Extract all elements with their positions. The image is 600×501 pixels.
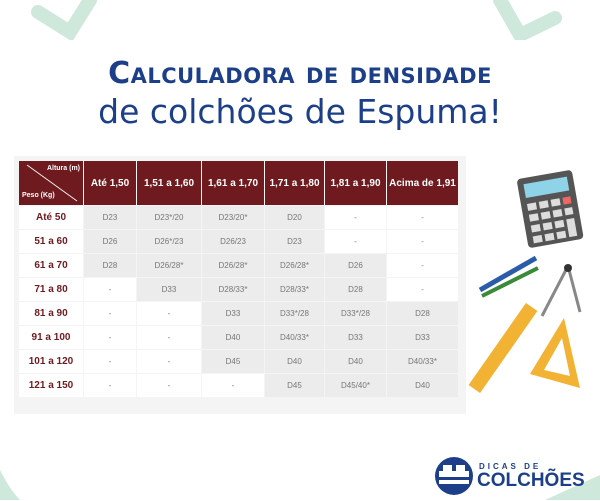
density-cell: D28/33* (202, 278, 264, 301)
density-cell: D40 (325, 350, 386, 373)
density-cell: - (137, 302, 201, 325)
column-header: 1,51 a 1,60 (137, 161, 201, 205)
table-row: 71 a 80- D33 D28/33* D28/33* D28- (19, 278, 458, 301)
density-cell: - (84, 302, 136, 325)
weight-axis-label: Peso (Kg) (22, 192, 55, 199)
density-cell: D23/20* (202, 206, 264, 229)
density-cell: D40 (265, 350, 324, 373)
density-cell: D28/33* (265, 278, 324, 301)
density-cell: - (84, 278, 136, 301)
bed-logo-icon (435, 457, 473, 495)
calculator-icon (517, 170, 584, 248)
density-cell: - (84, 326, 136, 349)
density-cell: D26 (84, 230, 136, 253)
table-row: 61 a 70 D28 D26/28* D26/28* D26/28* D26- (19, 254, 458, 277)
density-cell: D33 (202, 302, 264, 325)
density-cell: D33*/28 (325, 302, 386, 325)
check-decoration (31, 0, 562, 40)
row-header: 101 a 120 (19, 350, 83, 373)
corner-header: Altura (m) Peso (Kg) (19, 161, 83, 205)
density-cell: D33*/28 (265, 302, 324, 325)
density-cell: D40/33* (387, 350, 458, 373)
density-cell: D23 (265, 230, 324, 253)
density-cell: - (137, 350, 201, 373)
density-cell: D40 (387, 374, 458, 397)
density-cell: D45 (202, 350, 264, 373)
density-cell: D33 (137, 278, 201, 301)
row-header: 81 a 90 (19, 302, 83, 325)
set-square-icon (530, 318, 580, 388)
density-cell: - (387, 206, 458, 229)
density-cell: D45/40* (325, 374, 386, 397)
density-table-panel: Altura (m) Peso (Kg) Até 1,50 1,51 a 1,60… (14, 156, 466, 414)
density-cell: D28 (84, 254, 136, 277)
row-header: Até 50 (19, 206, 83, 229)
table-row: 121 a 150- - - D45 D45/40* D40 (19, 374, 458, 397)
density-table: Altura (m) Peso (Kg) Até 1,50 1,51 a 1,60… (18, 160, 459, 398)
table-row: 91 a 100- - D40 D40/33* D33 D33 (19, 326, 458, 349)
pencil-icon (478, 255, 539, 298)
density-cell: D45 (265, 374, 324, 397)
table-row: Até 50 D23 D23*/20 D23/20* D20- - (19, 206, 458, 229)
density-cell: - (325, 230, 386, 253)
density-cell: D26/28* (202, 254, 264, 277)
column-header: 1,61 a 1,70 (202, 161, 264, 205)
density-cell: - (84, 374, 136, 397)
density-cell: D26/28* (137, 254, 201, 277)
row-header: 91 a 100 (19, 326, 83, 349)
density-cell: D33 (325, 326, 386, 349)
page-title: Calculadora de densidade (108, 56, 492, 91)
density-cell: D26/28* (265, 254, 324, 277)
density-cell: D40/33* (265, 326, 324, 349)
height-axis-label: Altura (m) (46, 165, 80, 172)
column-header: 1,71 a 1,80 (265, 161, 324, 205)
density-cell: - (84, 350, 136, 373)
density-cell: D28 (387, 302, 458, 325)
density-cell: - (387, 278, 458, 301)
density-cell: D40 (202, 326, 264, 349)
row-header: 121 a 150 (19, 374, 83, 397)
density-cell: - (325, 206, 386, 229)
brand-logo: DICAS DE COLCHÕES (434, 456, 585, 501)
density-cell: D28 (325, 278, 386, 301)
density-cell: - (202, 374, 264, 397)
density-cell: D33 (387, 326, 458, 349)
density-cell: - (137, 326, 201, 349)
corner-decoration (0, 470, 600, 500)
density-cell: D26*/23 (137, 230, 201, 253)
ruler-icon (468, 303, 538, 393)
density-cell: - (137, 374, 201, 397)
row-header: 71 a 80 (19, 278, 83, 301)
column-header: Acima de 1,91 (387, 161, 458, 205)
density-cell: - (387, 230, 458, 253)
density-cell: D23 (84, 206, 136, 229)
row-header: 61 a 70 (19, 254, 83, 277)
density-cell: D26/23 (202, 230, 264, 253)
table-row: 51 a 60 D26 D26*/23 D26/23 D23- - (19, 230, 458, 253)
density-cell: - (387, 254, 458, 277)
column-header: Até 1,50 (84, 161, 136, 205)
density-cell: D23*/20 (137, 206, 201, 229)
table-row: 81 a 90- - D33 D33*/28 D33*/28 D28 (19, 302, 458, 325)
density-cell: D20 (265, 206, 324, 229)
table-row: 101 a 120- - D45 D40 D40 D40/33* (19, 350, 458, 373)
logo-line2: COLCHÕES (477, 470, 585, 491)
compass-icon (540, 264, 582, 317)
page-subtitle: de colchões de Espuma! (98, 92, 502, 131)
logo-line1: DICAS DE (479, 462, 542, 471)
column-header: 1,81 a 1,90 (325, 161, 386, 205)
density-cell: D26 (325, 254, 386, 277)
row-header: 51 a 60 (19, 230, 83, 253)
